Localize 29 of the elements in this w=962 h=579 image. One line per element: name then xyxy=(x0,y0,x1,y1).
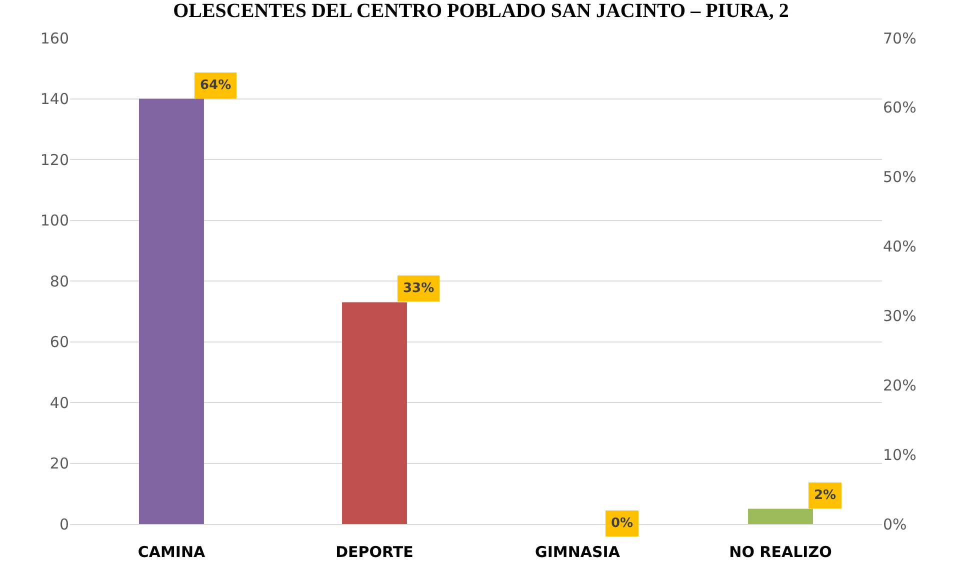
x-tick-label: DEPORTE xyxy=(336,543,414,561)
y-tick-label: 60 xyxy=(50,333,69,351)
bar xyxy=(342,302,407,524)
y2-tick-label: 40% xyxy=(883,238,916,256)
y-tick-label: 100 xyxy=(40,212,69,230)
y-tick-label: 40 xyxy=(50,394,69,412)
chart-title: OLESCENTES DEL CENTRO POBLADO SAN JACINTO – PIURA, 2 xyxy=(173,0,789,22)
y2-tick-label: 70% xyxy=(883,29,916,48)
bar xyxy=(139,98,204,524)
y2-tick-label: 60% xyxy=(883,98,916,117)
y-tick-label: 160 xyxy=(40,29,69,48)
annotation: 2% xyxy=(814,488,836,503)
y2-tick-label: 10% xyxy=(883,446,916,464)
y2-tick-label: 50% xyxy=(883,168,916,186)
x-tick-label: GIMNASIA xyxy=(535,543,620,561)
annotation: 64% xyxy=(200,78,232,93)
y-tick-label: 0 xyxy=(59,515,69,534)
annotation: 33% xyxy=(403,281,434,296)
y-tick-label: 140 xyxy=(40,90,69,108)
y2-tick-label: 30% xyxy=(883,306,916,325)
y-tick-label: 120 xyxy=(40,150,69,169)
y2-tick-label: 20% xyxy=(883,376,916,394)
y-tick-label: 20 xyxy=(50,454,69,472)
x-tick-label: CAMINA xyxy=(138,543,206,561)
annotation: 0% xyxy=(611,516,634,531)
y2-tick-label: 0% xyxy=(883,515,907,534)
x-tick-label: NO REALIZO xyxy=(729,543,832,561)
y-tick-label: 80 xyxy=(50,272,69,290)
bar xyxy=(748,508,813,524)
